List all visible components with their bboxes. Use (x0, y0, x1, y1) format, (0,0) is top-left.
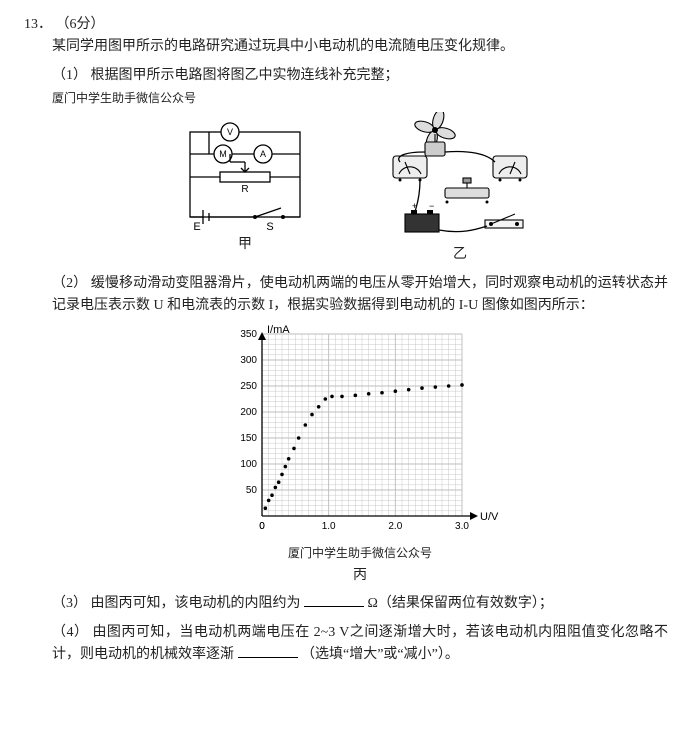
label-bing: 丙 (353, 565, 367, 587)
svg-text:50: 50 (246, 485, 258, 496)
part-3-label: （3） (52, 596, 87, 611)
chart-caption: 厦门中学生助手微信公众号 (288, 544, 432, 563)
part-2: （2） 缓慢移动滑动变阻器滑片，使电动机两端的电压从零开始增大，同时观察电动机的… (24, 273, 668, 587)
iu-chart: 01.02.03.0050100150200250300350I/mAU/V (220, 322, 500, 542)
figure-row: V M A R E S 甲 +− 乙 (52, 112, 668, 266)
svg-text:2.0: 2.0 (388, 521, 402, 532)
question-number: 13． (24, 17, 52, 32)
part-3-text-a: 由图丙可知，该电动机的内阻约为 (91, 596, 301, 611)
svg-text:R: R (241, 184, 248, 195)
svg-text:1.0: 1.0 (322, 521, 336, 532)
svg-text:0: 0 (259, 521, 265, 532)
circuit-diagram: V M A R E S (175, 112, 315, 232)
question-points: （6分） (56, 17, 105, 32)
question-header: 13． （6分） (24, 14, 668, 36)
svg-text:3.0: 3.0 (455, 521, 469, 532)
label-yi: 乙 (453, 244, 467, 266)
figure-jia: V M A R E S 甲 (175, 112, 315, 266)
part-1: （1） 根据图甲所示电路图将图乙中实物连线补充完整； 厦门中学生助手微信公众号 … (24, 65, 668, 267)
figure-yi: +− 乙 (375, 112, 545, 266)
svg-text:150: 150 (240, 433, 257, 444)
chart-wrap: 01.02.03.0050100150200250300350I/mAU/V 厦… (52, 322, 668, 588)
svg-text:S: S (266, 221, 273, 232)
part-1-label: （1） (52, 68, 87, 83)
part-3-text-b: Ω（结果保留两位有效数字）； (368, 596, 553, 611)
svg-text:U/V: U/V (480, 511, 499, 523)
svg-text:M: M (219, 149, 227, 159)
part-2-text: 缓慢移动滑动变阻器滑片，使电动机两端的电压从零开始增大，同时观察电动机的运转状态… (52, 276, 668, 313)
question-stem: 某同学用图甲所示的电路研究通过玩具中小电动机的电流随电压变化规律。 (24, 36, 668, 58)
part-2-label: （2） (52, 276, 87, 291)
label-jia: 甲 (238, 234, 252, 256)
svg-text:350: 350 (240, 329, 257, 340)
part-4: （4） 由图丙可知，当电动机两端电压在 2~3 V之间逐渐增大时，若该电动机内阻… (24, 622, 668, 667)
apparatus-diagram: +− (375, 112, 545, 242)
part-4-label: （4） (52, 625, 88, 640)
svg-text:I/mA: I/mA (267, 324, 290, 336)
blank-1 (304, 593, 364, 607)
part-1-text: 根据图甲所示电路图将图乙中实物连线补充完整； (91, 68, 399, 83)
svg-text:100: 100 (240, 459, 257, 470)
svg-text:300: 300 (240, 355, 257, 366)
svg-text:200: 200 (240, 407, 257, 418)
svg-text:−: − (429, 201, 434, 211)
svg-text:V: V (227, 127, 233, 137)
part-3: （3） 由图丙可知，该电动机的内阻约为 Ω（结果保留两位有效数字）； (24, 593, 668, 615)
svg-text:A: A (260, 149, 266, 159)
svg-text:E: E (193, 221, 200, 232)
svg-text:250: 250 (240, 381, 257, 392)
part-4-text-b: （选填“增大”或“减小”）。 (301, 647, 459, 662)
blank-2 (238, 644, 298, 658)
fig-caption-top: 厦门中学生助手微信公众号 (52, 89, 668, 108)
